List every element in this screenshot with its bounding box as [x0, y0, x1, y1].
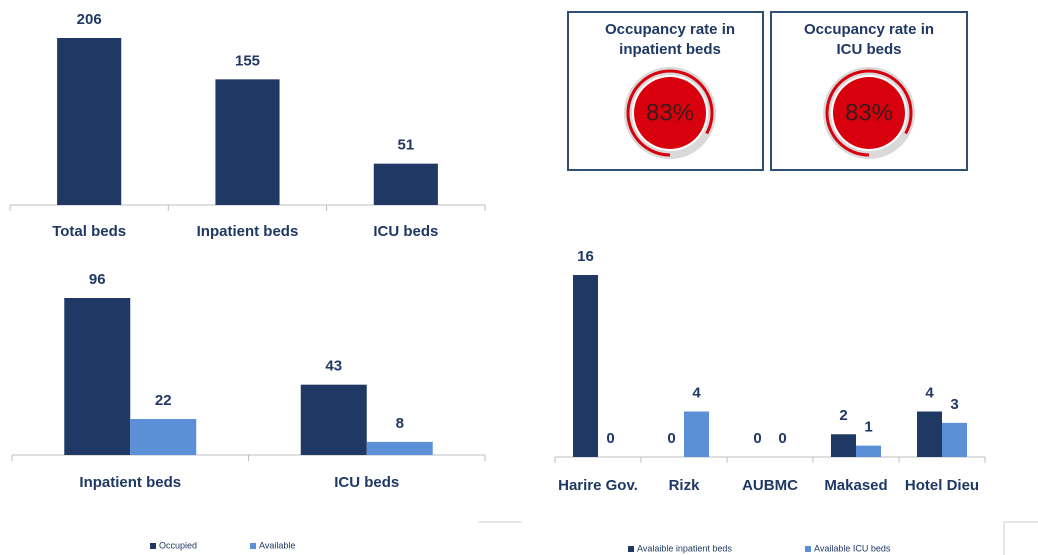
bar	[684, 411, 710, 457]
x-tick-label: Inpatient beds	[79, 474, 182, 491]
value-label: 206	[77, 11, 102, 28]
gauge-value: 83%	[646, 99, 694, 126]
x-tick-label: Total beds	[52, 223, 127, 240]
value-label: 96	[89, 271, 106, 288]
x-tick-label: Harire Gov.	[558, 477, 638, 494]
value-label: 3	[950, 396, 958, 413]
value-label: 4	[925, 384, 934, 401]
kpi-title: Occupancy rate in ICU beds	[803, 21, 935, 58]
legend-swatch	[805, 546, 811, 552]
legend-swatch	[628, 546, 634, 552]
bar	[130, 419, 197, 455]
value-label: 0	[753, 430, 761, 447]
gauge-arc	[825, 69, 913, 157]
x-tick-label: AUBMC	[742, 477, 798, 494]
value-label: 0	[667, 430, 675, 447]
x-tick-label: Inpatient beds	[196, 223, 299, 240]
value-label: 1	[864, 419, 872, 436]
value-label: 4	[692, 384, 701, 401]
bar	[64, 298, 131, 455]
x-tick-label: Makased	[824, 477, 888, 494]
value-label: 22	[155, 392, 172, 409]
gauge-value: 83%	[845, 99, 893, 126]
legend-swatch	[150, 543, 156, 549]
gauge-core	[833, 77, 905, 149]
x-tick-label: ICU beds	[373, 223, 439, 240]
bar	[300, 384, 367, 455]
kpi-box	[770, 11, 968, 171]
value-label: 0	[606, 430, 614, 447]
legend-label: Available	[259, 540, 295, 550]
legend-label: Avalaible inpatient beds	[637, 543, 732, 553]
bar	[373, 163, 438, 205]
kpi-box	[567, 11, 764, 171]
bar	[942, 422, 968, 457]
kpi-title: Occupancy rate in inpatient beds	[604, 21, 736, 58]
value-label: 0	[778, 430, 786, 447]
legend-label: Occupied	[159, 540, 197, 550]
bar	[856, 445, 882, 457]
x-tick-label: Hotel Dieu	[904, 477, 980, 494]
value-label: 43	[325, 358, 342, 375]
x-tick-label: Rizk	[668, 477, 700, 494]
gauge-core	[634, 77, 706, 149]
value-label: 8	[396, 415, 404, 432]
bar	[830, 434, 856, 457]
bar	[572, 275, 598, 457]
gauge-arc	[626, 69, 714, 157]
legend-label: Available ICU beds	[814, 543, 891, 553]
value-label: 51	[397, 137, 414, 154]
x-tick-label: ICU beds	[334, 474, 400, 491]
bar	[215, 79, 280, 205]
value-label: 2	[839, 407, 847, 424]
bar	[916, 411, 942, 457]
bar	[57, 38, 122, 205]
value-label: 155	[235, 52, 260, 69]
bar	[366, 441, 433, 455]
value-label: 16	[577, 248, 594, 265]
legend-swatch	[250, 543, 256, 549]
